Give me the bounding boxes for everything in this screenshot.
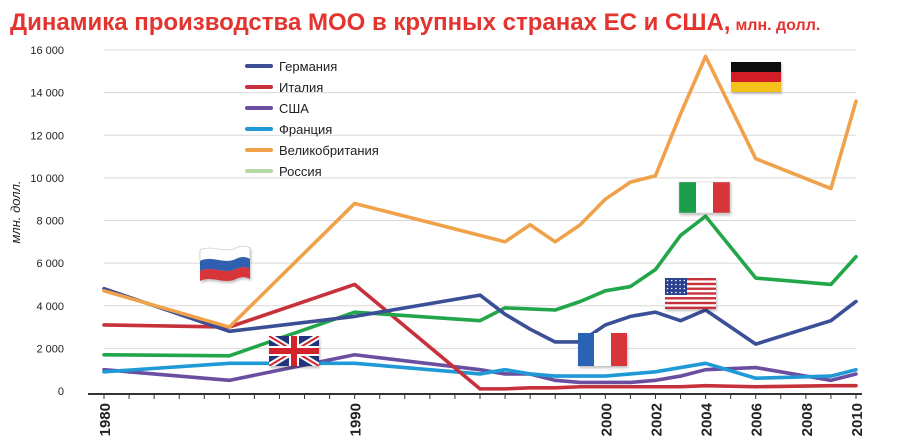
legend-entry: Великобритания	[279, 143, 379, 158]
series-line-США	[102, 352, 858, 385]
x-tick-label: 2008	[799, 403, 816, 436]
legend-entry: Италия	[279, 80, 323, 95]
uk-flag-icon	[269, 336, 319, 366]
chart-title-unit: млн. долл.	[735, 17, 820, 34]
chart-title: Динамика производства МОО в крупных стра…	[10, 9, 730, 36]
x-tick-label: 2010	[849, 403, 866, 436]
legend-entry: Германия	[279, 59, 337, 74]
germany-flag-icon	[731, 62, 781, 92]
series-line-Италия	[102, 282, 858, 391]
y-axis-label: млн. долл.	[8, 180, 23, 243]
russia-flag-icon	[199, 245, 251, 281]
x-axis: 1980 1990 2000 2002 2004 2006 2008 2010	[88, 393, 866, 436]
x-tick-label: 1980	[97, 403, 114, 436]
y-tick-label: 14 000	[30, 88, 64, 100]
italy-flag-icon	[678, 181, 731, 214]
y-tick-label: 0	[58, 386, 64, 398]
x-tick-label: 2006	[749, 403, 766, 436]
legend: Германия Италия США Франция Великобритания Ро…	[245, 59, 379, 179]
gridlines	[104, 49, 856, 349]
y-tick-label: 4 000	[36, 301, 64, 313]
france-flag-icon	[578, 333, 627, 366]
x-tick-label: 2004	[699, 402, 716, 436]
y-tick-label: 10 000	[30, 173, 64, 185]
series-line-Германия	[102, 286, 858, 346]
legend-entry: Россия	[279, 164, 322, 179]
legend-entry: США	[279, 101, 309, 116]
y-tick-label: 8 000	[36, 216, 64, 228]
y-tick-label: 12 000	[30, 130, 64, 142]
usa-flag-icon	[665, 278, 716, 309]
x-tick-label: 1990	[348, 403, 365, 436]
series-line-unlabeled	[102, 214, 858, 358]
y-tick-labels: 0 2 000 4 000 6 000 8 000 10 000 12 000 14 000 1…	[30, 45, 64, 398]
y-tick-label: 16 000	[30, 45, 64, 57]
legend-entry: Франция	[279, 122, 332, 137]
y-tick-label: 6 000	[36, 258, 64, 270]
x-tick-label: 2000	[598, 403, 615, 436]
series-line-Великобритания	[102, 54, 858, 329]
series-lines	[102, 54, 858, 391]
x-tick-label: 2002	[648, 403, 665, 436]
y-tick-label: 2 000	[36, 343, 64, 355]
series-line-Франция	[102, 361, 858, 381]
